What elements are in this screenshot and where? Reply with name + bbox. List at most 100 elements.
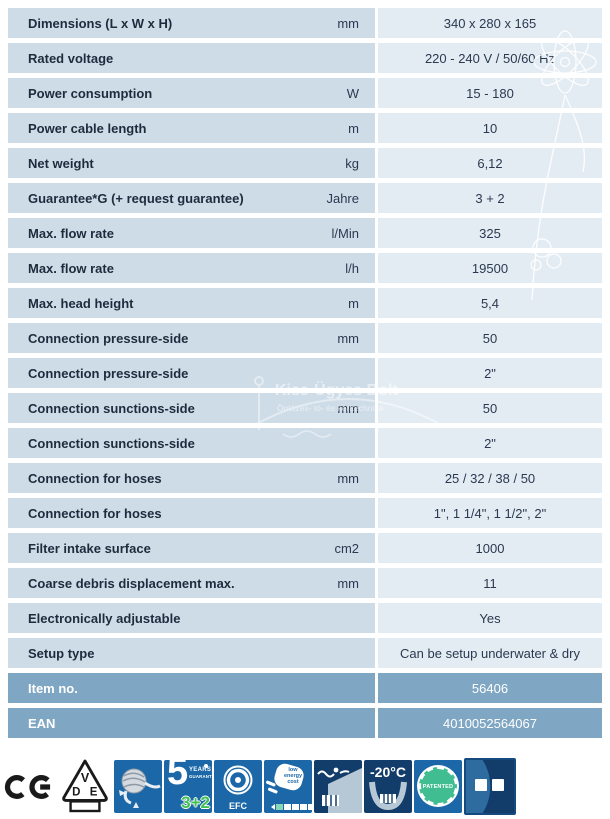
- spec-value-cell: 2": [378, 428, 602, 458]
- spec-unit: cm2: [334, 540, 359, 556]
- spec-value-cell: 220 - 240 V / 50/60 Hz: [378, 43, 602, 73]
- spec-value-cell: 1000: [378, 533, 602, 563]
- spec-value: Yes: [479, 610, 501, 626]
- spec-label-cell: Rated voltage: [8, 43, 375, 73]
- spec-label: EAN: [28, 715, 56, 731]
- connector-square-icon: [475, 778, 487, 791]
- spec-label-cell: Setup type: [8, 638, 375, 668]
- spec-label: Item no.: [28, 680, 78, 696]
- spec-value-cell: 25 / 32 / 38 / 50: [378, 463, 602, 493]
- spec-unit: l/h: [345, 260, 359, 276]
- spec-value: 19500: [471, 260, 509, 276]
- vde-letter-v: V: [81, 771, 90, 785]
- spec-unit: mm: [337, 330, 359, 346]
- spec-value: 11: [483, 575, 497, 591]
- spec-value-cell: 4010052564067: [378, 708, 602, 738]
- spec-label: Connection pressure-side: [28, 330, 189, 346]
- table-row: Max. flow rate l/Min 325: [8, 218, 602, 248]
- spec-unit: W: [346, 85, 359, 101]
- table-row: Dimensions (L x W x H) mm 340 x 280 x 16…: [8, 8, 602, 38]
- ce-vde-group: V D E: [4, 757, 108, 815]
- table-row: Connection for hoses mm 25 / 32 / 38 / 5…: [8, 463, 602, 493]
- spec-unit: mm: [337, 575, 359, 591]
- spec-label: Electronically adjustable: [28, 610, 181, 626]
- spec-label-cell: Item no.: [8, 673, 375, 703]
- guarantee-dot-icon: [204, 763, 208, 768]
- spec-label: Setup type: [28, 645, 95, 661]
- spec-label-cell: Max. flow rate l/Min: [8, 218, 375, 248]
- spec-value: 56406: [471, 680, 509, 696]
- spec-label: Max. head height: [28, 295, 134, 311]
- spec-value: 50: [482, 330, 498, 346]
- connector-square-icon: [492, 778, 504, 791]
- underwater-setup-badge: [314, 759, 362, 813]
- spec-label: Power cable length: [28, 120, 147, 136]
- spec-value: Can be setup underwater & dry: [400, 645, 580, 661]
- vde-letter-e: E: [90, 787, 98, 799]
- table-row: Item no. 56406: [8, 673, 602, 703]
- spec-value: 1", 1 1/4", 1 1/2", 2": [433, 505, 547, 521]
- table-row: Connection sunctions-side mm 50: [8, 393, 602, 423]
- ce-mark-icon: [4, 775, 54, 799]
- low-energy-line3: cost: [287, 778, 299, 785]
- spec-value: 3 + 2: [475, 190, 505, 206]
- spec-value-cell: 325: [378, 218, 602, 248]
- spec-label-cell: Connection pressure-side mm: [8, 323, 375, 353]
- spec-value: 2": [484, 435, 496, 451]
- table-row: Net weight kg 6,12: [8, 148, 602, 178]
- spec-label-cell: EAN: [8, 708, 375, 738]
- table-row: Electronically adjustable Yes: [8, 603, 602, 633]
- table-row: Setup type Can be setup underwater & dry: [8, 638, 602, 668]
- spec-value-cell: 11: [378, 568, 602, 598]
- table-row: EAN 4010052564067: [8, 708, 602, 738]
- table-row: Connection pressure-side 2": [8, 358, 602, 388]
- guarantee-guarantee-label: GUARANTEE: [189, 773, 212, 779]
- spec-label: Net weight: [28, 155, 94, 171]
- spec-label: Connection sunctions-side: [28, 435, 195, 451]
- spec-label: Dimensions (L x W x H): [28, 15, 173, 31]
- spec-label: Connection sunctions-side: [28, 400, 195, 416]
- spec-label: Filter intake surface: [28, 540, 151, 556]
- spec-label: Power consumption: [28, 85, 153, 101]
- spec-unit: l/Min: [331, 225, 359, 241]
- patented-badge: PATENTED: [414, 759, 462, 813]
- spec-label-cell: Max. head height m: [8, 288, 375, 318]
- table-row: Connection pressure-side mm 50: [8, 323, 602, 353]
- spec-value: 10: [482, 120, 498, 136]
- spec-value-cell: 5,4: [378, 288, 602, 318]
- spec-unit: kg: [345, 155, 359, 171]
- spec-value-cell: 3 + 2: [378, 183, 602, 213]
- spec-value-cell: Can be setup underwater & dry: [378, 638, 602, 668]
- spec-label: Guarantee*G (+ request guarantee): [28, 190, 244, 206]
- table-row: Guarantee*G (+ request guarantee) Jahre …: [8, 183, 602, 213]
- frost-icon: -20°C: [369, 764, 407, 810]
- low-energy-line2: energy: [283, 772, 303, 779]
- spec-value: 340 x 280 x 165: [443, 15, 537, 31]
- spec-label-cell: Power consumption W: [8, 78, 375, 108]
- table-row: Coarse debris displacement max. mm 11: [8, 568, 602, 598]
- guarantee-badge: 5 YEARS GUARANTEE 3+2: [164, 759, 212, 813]
- spec-label-cell: Net weight kg: [8, 148, 375, 178]
- spec-value-cell: Yes: [378, 603, 602, 633]
- spec-label: Coarse debris displacement max.: [28, 575, 235, 591]
- table-row: Connection sunctions-side 2": [8, 428, 602, 458]
- low-energy-badge: low energy cost: [264, 759, 312, 813]
- spec-value-cell: 15 - 180: [378, 78, 602, 108]
- spec-label-cell: Filter intake surface cm2: [8, 533, 375, 563]
- table-row: Max. flow rate l/h 19500: [8, 253, 602, 283]
- vde-letter-d: D: [72, 787, 80, 799]
- motor-cable-badge: [114, 759, 162, 813]
- spec-value: 1000: [475, 540, 505, 556]
- spec-value-cell: 56406: [378, 673, 602, 703]
- spec-unit: mm: [337, 15, 359, 31]
- spec-value: 15 - 180: [466, 85, 514, 101]
- low-energy-line1: low: [288, 766, 298, 773]
- spec-value: 4010052564067: [443, 715, 537, 731]
- table-row: Power cable length m 10: [8, 113, 602, 143]
- energy-meter-icon: [271, 803, 312, 810]
- spec-value: 325: [479, 225, 501, 241]
- spec-label-cell: Coarse debris displacement max. mm: [8, 568, 375, 598]
- table-row: Max. head height m 5,4: [8, 288, 602, 318]
- efc-label: EFC: [229, 800, 247, 811]
- spec-value-cell: 50: [378, 323, 602, 353]
